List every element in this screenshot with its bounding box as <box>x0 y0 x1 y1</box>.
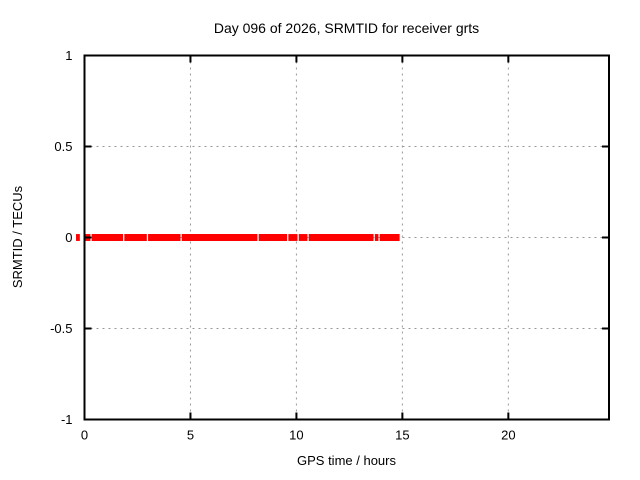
y-tick-label: 0.5 <box>54 139 72 154</box>
y-tick-label: 1 <box>65 48 72 63</box>
x-tick-label: 15 <box>395 428 409 443</box>
y-tick-label: 0 <box>65 230 72 245</box>
x-axis-label: GPS time / hours <box>297 453 396 468</box>
x-tick-label: 5 <box>187 428 194 443</box>
x-tick-label: 20 <box>501 428 515 443</box>
y-tick-label: -1 <box>61 412 73 427</box>
x-tick-label: 0 <box>81 428 88 443</box>
chart-title: Day 096 of 2026, SRMTID for receiver grt… <box>213 20 480 36</box>
y-tick-label: -0.5 <box>50 321 72 336</box>
x-tick-label: 10 <box>289 428 303 443</box>
